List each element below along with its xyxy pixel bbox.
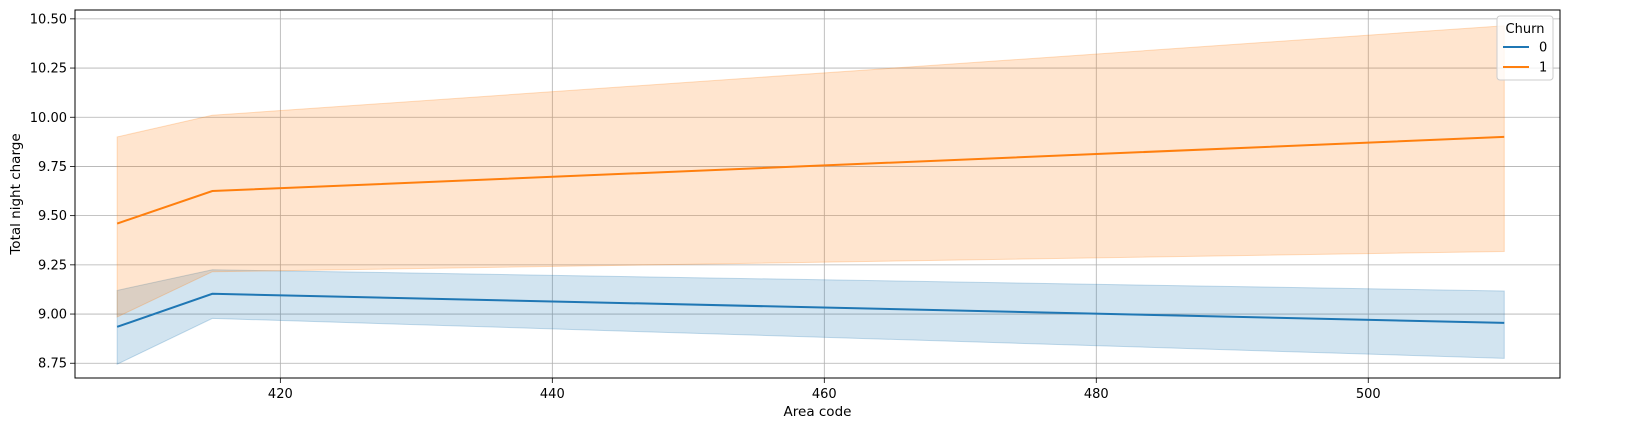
ci-band-series-1 bbox=[116, 25, 1505, 318]
series-lines bbox=[116, 135, 1505, 328]
ci-band-series-0 bbox=[116, 269, 1505, 366]
legend: Churn 01 bbox=[1496, 15, 1554, 81]
y-tick-label: 10.25 bbox=[30, 62, 67, 77]
x-tick-label: 460 bbox=[812, 387, 837, 402]
legend-items: 01 bbox=[1503, 41, 1547, 76]
y-tick-label: 10.50 bbox=[30, 12, 67, 27]
legend-label-0: 0 bbox=[1539, 41, 1547, 56]
plot-frame bbox=[74, 9, 1561, 379]
gridlines bbox=[75, 10, 1560, 378]
y-axis-ticks: 8.75 9.00 9.25 9.50 9.75 10.00 10.25 10.50 bbox=[30, 12, 75, 372]
x-axis-ticks: 420 440 460 480 500 bbox=[268, 378, 1381, 402]
y-axis-label: Total night charge bbox=[8, 133, 24, 255]
x-axis-label: Area code bbox=[784, 404, 852, 420]
x-tick-label: 420 bbox=[268, 387, 293, 402]
y-tick-label: 10.00 bbox=[30, 111, 67, 126]
y-tick-label: 9.50 bbox=[38, 209, 67, 224]
x-tick-label: 440 bbox=[540, 387, 565, 402]
y-tick-label: 8.75 bbox=[38, 357, 67, 372]
series-line-1 bbox=[116, 135, 1505, 225]
y-tick-label: 9.75 bbox=[38, 160, 67, 175]
legend-label-1: 1 bbox=[1539, 61, 1547, 76]
y-tick-label: 9.25 bbox=[38, 258, 67, 273]
x-tick-label: 480 bbox=[1084, 387, 1109, 402]
confidence-bands bbox=[116, 25, 1505, 366]
y-tick-label: 9.00 bbox=[38, 308, 67, 323]
x-tick-label: 500 bbox=[1356, 387, 1381, 402]
series-line-0 bbox=[116, 292, 1505, 328]
legend-title: Churn bbox=[1506, 22, 1545, 37]
